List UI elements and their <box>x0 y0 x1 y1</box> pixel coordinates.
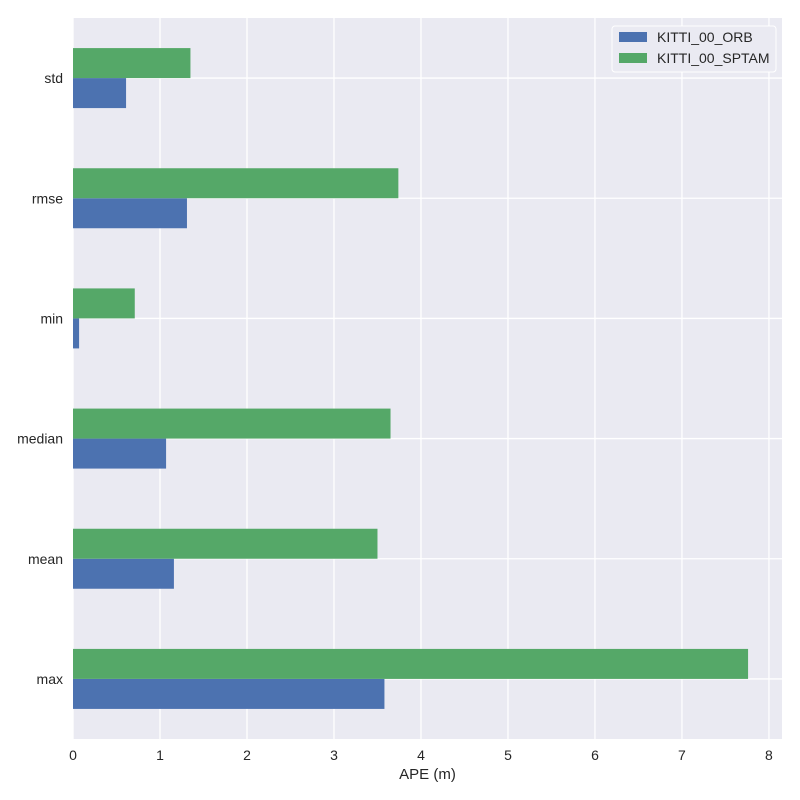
x-tick-label: 8 <box>765 747 773 763</box>
x-tick-label: 4 <box>417 747 425 763</box>
x-tick-label: 5 <box>504 747 512 763</box>
legend: KITTI_00_ORB KITTI_00_SPTAM <box>611 25 777 73</box>
bar-KITTI_00_ORB-rmse <box>73 198 187 229</box>
y-tick-labels: max mean median min rmse std <box>17 70 63 687</box>
bar-KITTI_00_ORB-max <box>73 678 385 709</box>
bars <box>73 48 749 709</box>
x-tick-label: 6 <box>591 747 599 763</box>
plot-area <box>73 18 782 739</box>
x-tick-label: 0 <box>69 747 77 763</box>
x-tick-label: 2 <box>243 747 251 763</box>
y-tick-label: min <box>40 310 63 326</box>
y-tick-label: max <box>37 671 63 687</box>
x-tick-label: 7 <box>678 747 686 763</box>
legend-swatch <box>619 53 647 63</box>
legend-entry: KITTI_00_SPTAM <box>657 50 770 66</box>
bar-KITTI_00_ORB-median <box>73 438 167 469</box>
y-tick-label: mean <box>28 551 63 567</box>
x-tick-labels: 0 1 2 3 4 5 6 7 8 <box>69 747 773 763</box>
legend-entry: KITTI_00_ORB <box>657 29 753 45</box>
bar-KITTI_00_ORB-std <box>73 78 127 109</box>
x-axis-label: APE (m) <box>399 766 456 783</box>
bar-KITTI_00_SPTAM-mean <box>73 528 378 559</box>
bar-KITTI_00_SPTAM-std <box>73 48 191 79</box>
bar-KITTI_00_ORB-min <box>73 318 80 349</box>
legend-swatch <box>619 32 647 42</box>
bar-KITTI_00_SPTAM-min <box>73 288 135 319</box>
y-tick-label: std <box>44 70 63 86</box>
bar-KITTI_00_ORB-mean <box>73 558 174 589</box>
bar-KITTI_00_SPTAM-median <box>73 408 391 439</box>
x-tick-label: 1 <box>156 747 164 763</box>
legend-box <box>611 25 777 73</box>
y-tick-label: median <box>17 431 63 447</box>
y-tick-label: rmse <box>32 190 63 206</box>
bar-KITTI_00_SPTAM-max <box>73 648 749 679</box>
bar-KITTI_00_SPTAM-rmse <box>73 168 399 199</box>
x-tick-label: 3 <box>330 747 338 763</box>
